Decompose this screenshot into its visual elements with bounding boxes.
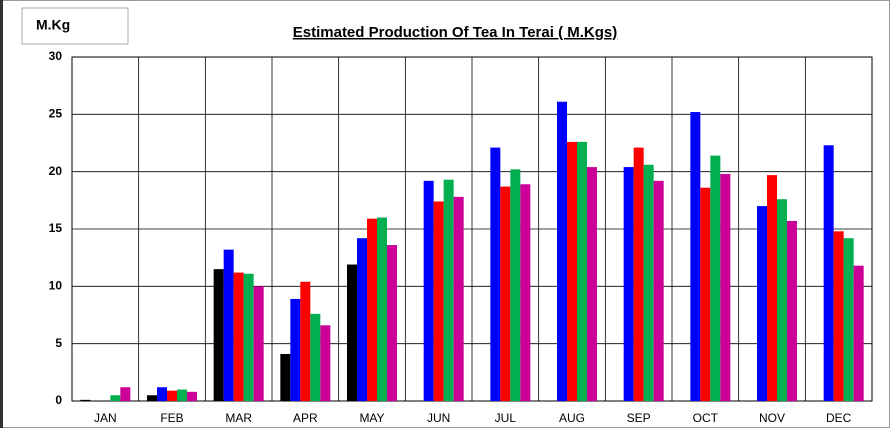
bar <box>223 249 234 401</box>
bar <box>433 201 444 401</box>
bar <box>587 167 597 401</box>
bar <box>767 175 777 401</box>
x-tick-label: JAN <box>94 411 117 425</box>
bar <box>110 395 121 401</box>
bar <box>823 145 834 401</box>
bar <box>167 390 177 401</box>
x-tick-label: SEP <box>627 411 651 425</box>
bar <box>720 173 731 401</box>
x-tick-label: MAY <box>359 411 384 425</box>
bar <box>177 389 187 401</box>
bar <box>843 238 854 401</box>
bar <box>310 313 321 401</box>
bar <box>653 180 664 401</box>
bar <box>623 167 634 401</box>
bar <box>700 187 711 401</box>
bar <box>253 286 264 401</box>
y-tick-label: 20 <box>49 164 63 178</box>
bar <box>690 112 701 401</box>
y-tick-label: 15 <box>49 221 63 235</box>
bar <box>567 141 577 401</box>
bar <box>367 218 377 401</box>
bar <box>387 245 397 401</box>
x-tick-label: JUL <box>495 411 517 425</box>
x-tick-label: DEC <box>826 411 852 425</box>
bar <box>280 353 291 401</box>
x-tick-label: JUN <box>427 411 450 425</box>
left-edge <box>0 0 3 428</box>
bar <box>213 269 224 401</box>
bar <box>777 199 787 401</box>
bar <box>347 264 357 401</box>
x-tick-label: AUG <box>559 411 585 425</box>
bar <box>833 231 844 401</box>
y-tick-label: 30 <box>49 49 63 63</box>
bar <box>120 387 131 401</box>
bar <box>453 196 464 401</box>
x-tick-label: FEB <box>160 411 183 425</box>
bar <box>787 220 797 401</box>
x-tick-label: OCT <box>693 411 719 425</box>
bar <box>187 391 197 401</box>
bar <box>423 180 434 401</box>
x-tick-label: APR <box>293 411 318 425</box>
bar <box>853 265 864 401</box>
bar <box>643 164 654 401</box>
bar <box>320 325 331 401</box>
bar <box>443 179 454 401</box>
y-tick-label: 10 <box>49 279 63 293</box>
bar <box>633 147 644 401</box>
bar <box>357 238 367 401</box>
bar <box>157 387 167 401</box>
chart-title: Estimated Production Of Tea In Terai ( M… <box>293 24 617 41</box>
x-tick-label: NOV <box>759 411 785 425</box>
bar <box>147 395 157 401</box>
bar <box>233 272 244 401</box>
y-tick-label: 25 <box>49 107 63 121</box>
bar <box>80 399 91 401</box>
y-tick-label: 5 <box>55 336 62 350</box>
bar <box>510 169 521 401</box>
bar <box>557 101 567 401</box>
bar <box>290 298 301 401</box>
unit-box <box>21 7 129 45</box>
bar <box>490 147 501 401</box>
bar <box>520 184 531 401</box>
bar <box>300 281 311 401</box>
bar <box>757 206 767 401</box>
bar <box>577 141 587 401</box>
bar <box>710 155 721 401</box>
y-axis-label: M.Kg <box>36 17 70 33</box>
y-tick-label: 0 <box>55 393 62 407</box>
x-tick-label: MAR <box>225 411 252 425</box>
bar <box>243 273 254 401</box>
bar <box>500 186 511 401</box>
bar <box>377 217 387 401</box>
